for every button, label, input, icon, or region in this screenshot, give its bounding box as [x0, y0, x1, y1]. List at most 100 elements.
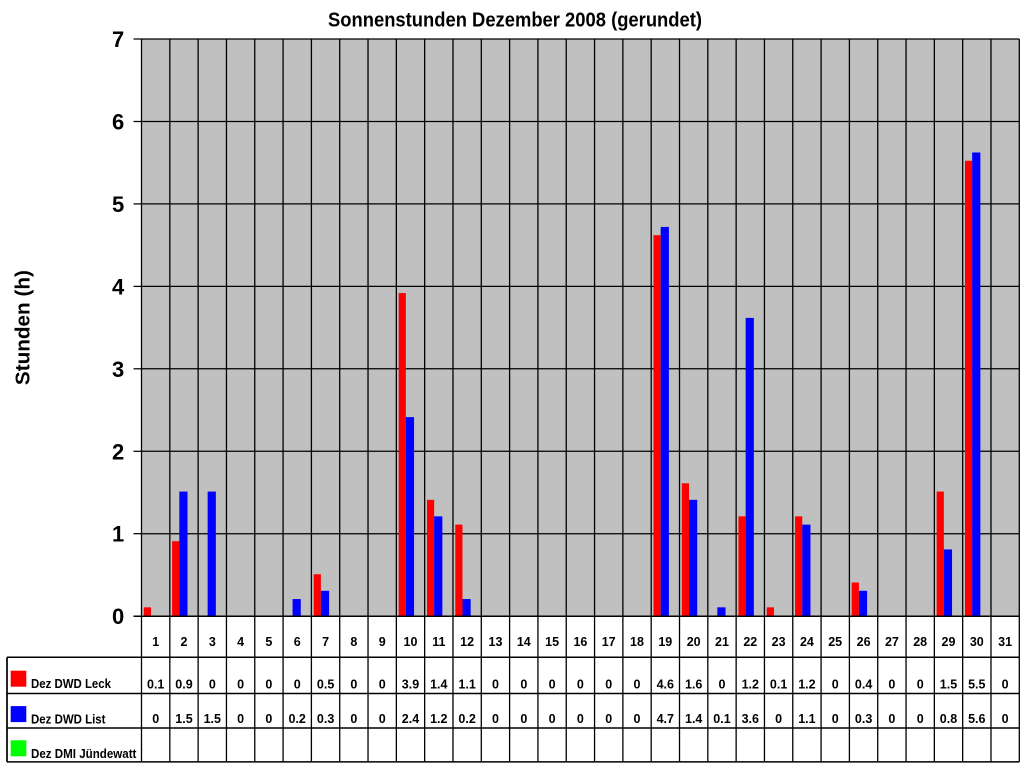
svg-text:1.5: 1.5	[175, 712, 192, 726]
svg-text:0.1: 0.1	[147, 678, 164, 692]
svg-text:0: 0	[492, 712, 499, 726]
svg-text:31: 31	[998, 635, 1012, 649]
svg-text:13: 13	[489, 635, 503, 649]
svg-text:0: 0	[520, 712, 527, 726]
svg-text:0: 0	[775, 712, 782, 726]
svg-text:11: 11	[432, 635, 445, 649]
svg-text:0: 0	[634, 678, 641, 692]
svg-text:0: 0	[832, 678, 839, 692]
svg-text:0.3: 0.3	[855, 712, 872, 726]
svg-text:0.9: 0.9	[175, 678, 192, 692]
svg-text:23: 23	[772, 635, 786, 649]
svg-text:1.2: 1.2	[742, 678, 759, 692]
svg-text:1: 1	[152, 635, 159, 649]
svg-text:10: 10	[404, 635, 418, 649]
svg-text:0: 0	[888, 678, 895, 692]
svg-text:0.5: 0.5	[317, 678, 334, 692]
svg-text:0: 0	[265, 712, 272, 726]
svg-text:Sonnenstunden Dezember 2008 (g: Sonnenstunden Dezember 2008 (gerundet)	[328, 10, 702, 32]
svg-text:0: 0	[379, 712, 386, 726]
svg-text:0.1: 0.1	[713, 712, 730, 726]
svg-text:4: 4	[112, 274, 125, 299]
svg-text:Dez DWD List: Dez DWD List	[31, 712, 106, 726]
svg-text:4: 4	[237, 635, 244, 649]
svg-text:1.5: 1.5	[204, 712, 221, 726]
svg-text:1: 1	[112, 522, 124, 547]
svg-text:5: 5	[265, 635, 272, 649]
svg-text:0: 0	[350, 678, 357, 692]
svg-text:0: 0	[237, 678, 244, 692]
svg-text:0.4: 0.4	[855, 678, 872, 692]
svg-text:15: 15	[545, 635, 559, 649]
svg-text:0: 0	[294, 678, 301, 692]
svg-text:3.9: 3.9	[402, 678, 419, 692]
svg-text:2: 2	[112, 439, 124, 464]
svg-text:5: 5	[112, 192, 124, 217]
svg-text:Dez DWD Leck: Dez DWD Leck	[31, 677, 111, 691]
svg-text:4.6: 4.6	[657, 678, 674, 692]
svg-text:22: 22	[743, 635, 757, 649]
svg-text:5.6: 5.6	[968, 712, 985, 726]
svg-text:1.1: 1.1	[798, 712, 815, 726]
svg-text:3: 3	[112, 357, 124, 382]
svg-text:7: 7	[112, 27, 124, 52]
svg-text:3: 3	[209, 635, 216, 649]
svg-text:1.4: 1.4	[430, 678, 447, 692]
svg-text:0: 0	[350, 712, 357, 726]
svg-text:4.7: 4.7	[657, 712, 674, 726]
svg-text:6: 6	[112, 110, 124, 135]
svg-text:0: 0	[719, 678, 726, 692]
svg-text:7: 7	[322, 635, 329, 649]
svg-text:0: 0	[379, 678, 386, 692]
svg-text:5.5: 5.5	[968, 678, 985, 692]
svg-text:9: 9	[379, 635, 386, 649]
svg-text:1.2: 1.2	[430, 712, 447, 726]
svg-text:19: 19	[658, 635, 672, 649]
svg-text:24: 24	[800, 635, 814, 649]
svg-text:0.2: 0.2	[458, 712, 475, 726]
svg-text:0: 0	[605, 678, 612, 692]
svg-text:Dez DMI Jündewatt: Dez DMI Jündewatt	[31, 747, 137, 761]
svg-text:14: 14	[517, 635, 531, 649]
svg-text:28: 28	[913, 635, 927, 649]
svg-text:12: 12	[460, 635, 474, 649]
svg-text:0.8: 0.8	[940, 712, 957, 726]
svg-text:20: 20	[687, 635, 701, 649]
svg-text:0: 0	[152, 712, 159, 726]
svg-text:1.5: 1.5	[940, 678, 957, 692]
svg-text:0: 0	[112, 604, 124, 629]
svg-text:2.4: 2.4	[402, 712, 419, 726]
svg-text:29: 29	[942, 635, 956, 649]
svg-text:0: 0	[549, 712, 556, 726]
svg-text:0: 0	[1002, 678, 1009, 692]
svg-text:0: 0	[917, 712, 924, 726]
svg-text:0: 0	[1002, 712, 1009, 726]
svg-text:17: 17	[602, 635, 616, 649]
svg-text:1.1: 1.1	[458, 678, 475, 692]
svg-text:8: 8	[350, 635, 357, 649]
svg-text:18: 18	[630, 635, 644, 649]
svg-text:21: 21	[715, 635, 729, 649]
svg-text:0: 0	[265, 678, 272, 692]
svg-text:26: 26	[857, 635, 871, 649]
svg-text:Stunden (h): Stunden (h)	[13, 270, 35, 385]
svg-text:0: 0	[549, 678, 556, 692]
svg-text:0: 0	[605, 712, 612, 726]
svg-text:1.4: 1.4	[685, 712, 702, 726]
svg-text:0: 0	[520, 678, 527, 692]
svg-text:3.6: 3.6	[742, 712, 759, 726]
svg-text:0: 0	[577, 678, 584, 692]
svg-text:25: 25	[828, 635, 842, 649]
svg-text:1.2: 1.2	[798, 678, 815, 692]
svg-text:27: 27	[885, 635, 899, 649]
svg-text:0: 0	[634, 712, 641, 726]
svg-text:1.6: 1.6	[685, 678, 702, 692]
svg-text:0: 0	[888, 712, 895, 726]
svg-text:0: 0	[917, 678, 924, 692]
svg-text:6: 6	[294, 635, 301, 649]
svg-text:0.1: 0.1	[770, 678, 787, 692]
svg-text:0: 0	[832, 712, 839, 726]
svg-text:0: 0	[209, 678, 216, 692]
svg-text:2: 2	[181, 635, 188, 649]
svg-text:0: 0	[237, 712, 244, 726]
